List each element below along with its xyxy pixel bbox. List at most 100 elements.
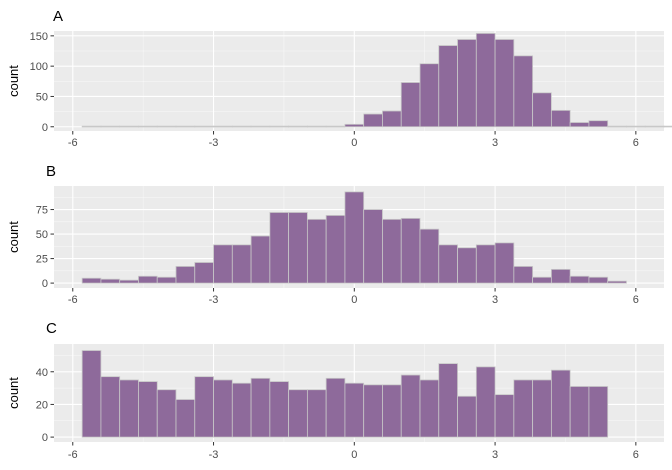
histogram-bar	[250, 235, 271, 284]
histogram-bar	[306, 218, 327, 284]
histogram-bar	[532, 379, 552, 438]
histogram-bar	[138, 275, 158, 284]
bars	[81, 33, 672, 128]
histogram-bar	[550, 109, 571, 128]
histogram-bar	[325, 377, 346, 438]
bars	[81, 350, 609, 438]
histogram-bar	[119, 279, 139, 284]
histogram-bar	[363, 384, 383, 438]
x-tick-label: 3	[492, 449, 498, 461]
y-axis-title: count	[6, 221, 21, 253]
histogram-bar	[100, 278, 121, 284]
histogram-bar	[644, 125, 665, 128]
histogram-bar	[438, 363, 458, 438]
x-tick-label: 3	[492, 137, 498, 149]
histogram-bar	[175, 125, 196, 128]
histogram-bar	[119, 125, 139, 128]
histogram-bar	[175, 266, 196, 284]
y-tick-label: 0	[42, 432, 48, 444]
y-tick-label: 100	[30, 61, 48, 73]
histogram-bar	[269, 125, 290, 128]
histogram-bar	[194, 262, 214, 284]
histogram-bar	[419, 228, 440, 284]
histogram-bar	[400, 82, 421, 128]
histogram-bar	[532, 276, 552, 284]
histogram-bar	[81, 350, 102, 438]
histogram-bar	[400, 374, 421, 438]
histogram-bar	[475, 366, 496, 438]
histogram-bar	[400, 217, 421, 284]
y-tick-label: 25	[36, 254, 48, 266]
histogram-bar	[382, 384, 402, 438]
histogram-bar	[438, 244, 458, 284]
histogram-bar	[569, 122, 590, 128]
histogram-bar	[494, 242, 515, 284]
panel-A: -6 -3 0 3 6 0 50 100 150 count A	[6, 8, 672, 149]
histogram-bar	[494, 394, 515, 438]
histogram-bar	[513, 379, 534, 438]
y-axis-title: count	[6, 65, 21, 97]
histogram-bar	[626, 125, 646, 128]
histogram-bar	[156, 389, 177, 438]
histogram-bar	[344, 382, 365, 438]
histogram-bar	[588, 276, 609, 284]
x-tick-label: -6	[68, 449, 78, 461]
histogram-bar	[231, 125, 252, 128]
histogram-bar	[588, 386, 609, 438]
histogram-bar	[457, 395, 477, 438]
histogram-bar	[325, 125, 346, 128]
histogram-bar	[138, 125, 158, 128]
histogram-bar	[382, 110, 402, 128]
y-tick-label: 20	[36, 399, 48, 411]
x-tick-label: -6	[68, 137, 78, 149]
histogram-bar	[194, 125, 214, 128]
histogram-bar	[100, 125, 121, 128]
x-tick-label: 6	[633, 449, 639, 461]
x-tick-label: -6	[68, 294, 78, 306]
histogram-bar	[475, 244, 496, 284]
histogram-bar	[175, 399, 196, 438]
panel-C: -6 -3 0 3 6 0 20 40 count C	[6, 320, 664, 461]
histogram-bar	[269, 381, 290, 438]
x-tick-label: 3	[492, 294, 498, 306]
histogram-bar	[325, 215, 346, 284]
histogram-bar	[475, 33, 496, 128]
histogram-bar	[344, 191, 365, 284]
panel-background	[54, 31, 664, 131]
x-tick-label: 0	[351, 137, 357, 149]
histogram-bar	[306, 125, 327, 128]
panel-tag: B	[46, 163, 56, 180]
histogram-bar	[494, 39, 515, 128]
histogram-bar	[156, 276, 177, 284]
histogram-bar	[250, 125, 271, 128]
histogram-bar	[250, 377, 271, 438]
x-tick-label: 0	[351, 294, 357, 306]
y-tick-label: 150	[30, 31, 48, 43]
histogram-bar	[607, 125, 627, 128]
x-tick-label: 0	[351, 449, 357, 461]
histogram-bar	[569, 386, 590, 438]
histogram-bar	[457, 39, 477, 128]
bars	[81, 191, 627, 284]
y-tick-label: 0	[42, 122, 48, 134]
y-tick-label: 50	[36, 229, 48, 241]
histogram-bar	[363, 209, 383, 284]
histogram-bar	[81, 277, 102, 284]
histogram-bar	[231, 382, 252, 438]
histogram-bar	[550, 369, 571, 438]
histogram-bar	[213, 125, 233, 128]
histogram-bar	[194, 376, 214, 438]
x-tick-label: 6	[633, 137, 639, 149]
histogram-bar	[419, 379, 440, 438]
histogram-bar	[288, 389, 308, 438]
histogram-bar	[588, 120, 609, 128]
x-tick-label: -3	[209, 137, 219, 149]
histogram-bar	[138, 381, 158, 438]
histogram-bar	[231, 244, 252, 284]
histogram-bar	[663, 125, 672, 128]
x-tick-label: 6	[633, 294, 639, 306]
histogram-bar	[100, 376, 121, 438]
histogram-bar	[382, 218, 402, 284]
y-tick-label: 40	[36, 367, 48, 379]
